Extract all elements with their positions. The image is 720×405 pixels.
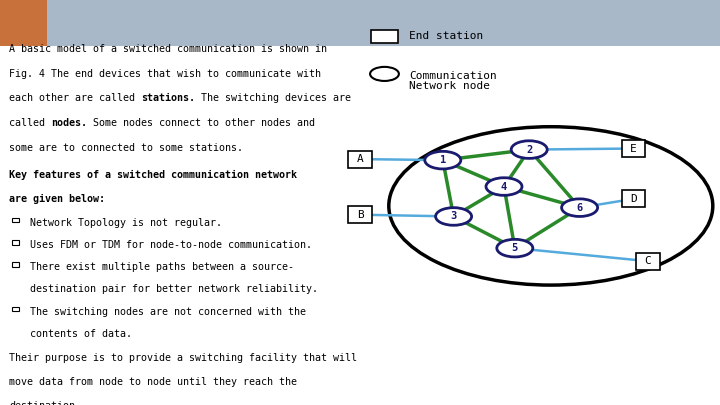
Text: C: C (644, 256, 652, 266)
Text: 3: 3 (451, 211, 456, 222)
Circle shape (562, 199, 598, 216)
Text: 5: 5 (512, 243, 518, 253)
Text: A basic model of a switched communication is shown in: A basic model of a switched communicatio… (9, 44, 328, 54)
Bar (622, 190, 646, 207)
Text: Their purpose is to provide a switching facility that will: Their purpose is to provide a switching … (9, 353, 357, 362)
Text: Network node: Network node (409, 81, 490, 91)
Text: B: B (356, 210, 364, 220)
Circle shape (436, 208, 472, 225)
Text: D: D (630, 194, 637, 204)
Bar (371, 30, 398, 43)
Text: called: called (9, 118, 51, 128)
Text: are given below:: are given below: (9, 194, 105, 204)
Bar (622, 140, 646, 157)
Circle shape (389, 127, 713, 285)
Bar (636, 253, 660, 270)
Text: 2: 2 (526, 145, 532, 155)
Text: Fig. 4 The end devices that wish to communicate with: Fig. 4 The end devices that wish to comm… (9, 68, 321, 79)
Text: The switching devices are: The switching devices are (195, 93, 351, 103)
Text: 1: 1 (440, 155, 446, 165)
Text: stations.: stations. (141, 93, 195, 103)
Circle shape (486, 178, 522, 195)
Text: 6: 6 (577, 202, 582, 213)
Bar (12, 218, 19, 222)
Text: some are to connected to some stations.: some are to connected to some stations. (9, 143, 243, 153)
Text: E: E (630, 143, 637, 153)
Text: Some nodes connect to other nodes and: Some nodes connect to other nodes and (87, 118, 315, 128)
Text: move data from node to node until they reach the: move data from node to node until they r… (9, 377, 297, 387)
Text: 4: 4 (501, 181, 507, 192)
Bar (348, 151, 372, 168)
Bar (12, 262, 19, 267)
Text: contents of data.: contents of data. (30, 329, 132, 339)
FancyBboxPatch shape (0, 0, 47, 46)
Bar (12, 307, 19, 311)
Text: Communication: Communication (409, 71, 497, 81)
Text: The switching nodes are not concerned with the: The switching nodes are not concerned wi… (30, 307, 305, 317)
Bar (12, 240, 19, 245)
Circle shape (425, 151, 461, 169)
Text: Key features of a switched communication network: Key features of a switched communication… (9, 170, 297, 180)
Text: destination.: destination. (9, 401, 81, 405)
Text: Uses FDM or TDM for node-to-node communication.: Uses FDM or TDM for node-to-node communi… (30, 240, 312, 250)
Text: nodes.: nodes. (51, 118, 87, 128)
Circle shape (370, 67, 399, 81)
Circle shape (511, 141, 547, 158)
Text: Network Topology is not regular.: Network Topology is not regular. (30, 218, 222, 228)
Text: each other are called: each other are called (9, 93, 141, 103)
Text: There exist multiple paths between a source-: There exist multiple paths between a sou… (30, 262, 294, 272)
Text: destination pair for better network reliability.: destination pair for better network reli… (30, 284, 318, 294)
FancyBboxPatch shape (0, 0, 720, 46)
Bar (348, 206, 372, 223)
Circle shape (497, 239, 533, 257)
Text: End station: End station (409, 31, 483, 41)
Text: A: A (356, 154, 364, 164)
